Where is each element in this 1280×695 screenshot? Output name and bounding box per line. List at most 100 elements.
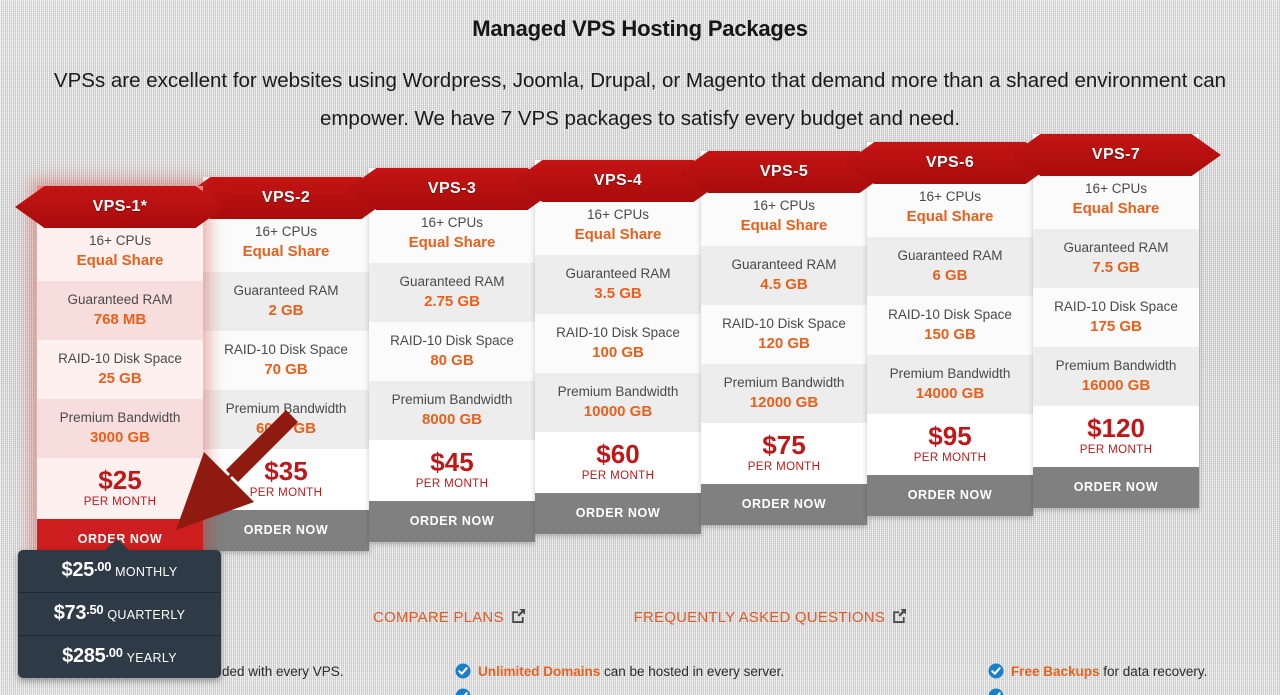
spec-disk: RAID-10 Disk Space 80 GB <box>369 322 535 381</box>
tooltip-price-amount: $73 <box>53 602 87 624</box>
spec-disk: RAID-10 Disk Space 150 GB <box>867 296 1033 355</box>
spec-cpu-value: Equal Share <box>76 252 164 269</box>
tooltip-price-row: $285.00 YEARLY <box>18 636 221 678</box>
pricing-card-body: VPS-7 16+ CPUs Equal Share Guaranteed RAM 7.… <box>1011 134 1221 508</box>
pricing-card-body: VPS-1* 16+ CPUs Equal Share Guaranteed RAM 7… <box>15 186 225 560</box>
plan-name-label: VPS-7 <box>1091 146 1141 163</box>
spec-disk-label: RAID-10 Disk Space <box>1054 299 1178 314</box>
spec-bandwidth: Premium Bandwidth 12000 GB <box>701 364 867 423</box>
feature-highlight-text: Free Backups <box>1011 664 1100 679</box>
spec-cpu: 16+ CPUs Equal Share <box>867 178 1033 237</box>
tooltip-billing-term: MONTHLY <box>115 565 178 579</box>
check-circle-icon <box>455 663 471 679</box>
spec-ram-value: 4.5 GB <box>760 276 808 293</box>
spec-ram-label: Guaranteed RAM <box>1063 240 1169 255</box>
plan-name-label: VPS-6 <box>925 154 975 171</box>
spec-ram-label: Guaranteed RAM <box>565 266 671 281</box>
spec-bandwidth-value: 16000 GB <box>1081 377 1151 394</box>
order-now-button[interactable]: ORDER NOW <box>535 493 701 534</box>
feature-highlight-text: Unlimited Domains <box>478 664 601 679</box>
spec-cpu-label: 16+ CPUs <box>1085 181 1147 196</box>
order-now-button[interactable]: ORDER NOW <box>203 510 369 551</box>
spec-disk-label: RAID-10 Disk Space <box>888 307 1012 322</box>
spec-bandwidth-value: 8000 GB <box>421 411 483 428</box>
spec-disk: RAID-10 Disk Space 70 GB <box>203 331 369 390</box>
spec-cpu: 16+ CPUs Equal Share <box>535 196 701 255</box>
plan-name-label: VPS-5 <box>759 163 809 180</box>
feature-text: ded with every VPS. <box>222 664 344 679</box>
spec-cpu-value: Equal Share <box>574 226 662 243</box>
spec-bandwidth: Premium Bandwidth 10000 GB <box>535 373 701 432</box>
tooltip-price-row: $73.50 QUARTERLY <box>18 593 221 636</box>
check-circle-icon <box>455 688 471 695</box>
spec-bandwidth-label: Premium Bandwidth <box>723 375 845 390</box>
spec-bandwidth-value: 6000 GB <box>255 420 317 437</box>
pricing-card-body: VPS-5 16+ CPUs Equal Share Guaranteed RAM 4.… <box>679 151 889 525</box>
spec-bandwidth-label: Premium Bandwidth <box>557 384 679 399</box>
spec-bandwidth-label: Premium Bandwidth <box>1055 358 1177 373</box>
spec-disk: RAID-10 Disk Space 120 GB <box>701 305 867 364</box>
spec-ram-label: Guaranteed RAM <box>233 283 339 298</box>
tooltip-price-cents: .00 <box>94 559 112 574</box>
price-block: $45 PER MONTH <box>369 440 535 501</box>
spec-bandwidth: Premium Bandwidth 3000 GB <box>37 399 203 458</box>
tooltip-price-cents: .50 <box>86 602 104 617</box>
spec-cpu: 16+ CPUs Equal Share <box>203 213 369 272</box>
price-period-label: PER MONTH <box>83 496 157 508</box>
order-now-button[interactable]: ORDER NOW <box>701 484 867 525</box>
spec-ram: Guaranteed RAM 2 GB <box>203 272 369 331</box>
spec-bandwidth-label: Premium Bandwidth <box>889 366 1011 381</box>
order-now-button[interactable]: ORDER NOW <box>1033 467 1199 508</box>
spec-bandwidth-value: 10000 GB <box>583 403 653 420</box>
pricing-card: VPS-1* 16+ CPUs Equal Share Guaranteed RAM 7… <box>15 186 225 560</box>
plan-name-label: VPS-3 <box>427 180 477 197</box>
spec-bandwidth-value: 3000 GB <box>89 429 151 446</box>
price-amount: $120 <box>1087 413 1145 443</box>
pricing-card: VPS-7 16+ CPUs Equal Share Guaranteed RAM 7.… <box>1011 134 1221 508</box>
price-block: $60 PER MONTH <box>535 432 701 493</box>
price-amount: $60 <box>596 439 640 469</box>
external-link-label: FREQUENTLY ASKED QUESTIONS <box>633 609 886 626</box>
spec-cpu-label: 16+ CPUs <box>753 198 815 213</box>
spec-bandwidth-value: 12000 GB <box>749 394 819 411</box>
plan-name-ribbon: VPS-1* <box>15 186 225 228</box>
price-period-label: PER MONTH <box>249 487 323 499</box>
plan-name-ribbon: VPS-7 <box>1011 134 1221 176</box>
spec-ram: Guaranteed RAM 3.5 GB <box>535 255 701 314</box>
spec-ram-value: 2 GB <box>268 302 304 319</box>
spec-disk: RAID-10 Disk Space 25 GB <box>37 340 203 399</box>
external-link[interactable]: COMPARE PLANS <box>373 608 526 626</box>
spec-ram-label: Guaranteed RAM <box>897 248 1003 263</box>
spec-disk-label: RAID-10 Disk Space <box>722 316 846 331</box>
spec-bandwidth: Premium Bandwidth 16000 GB <box>1033 347 1199 406</box>
price-terms-tooltip: $25.00 MONTHLY $73.50 QUARTERLY $285.00 YEARL… <box>18 539 221 678</box>
feature-text: for data recovery. <box>1099 664 1208 679</box>
spec-disk-label: RAID-10 Disk Space <box>58 351 182 366</box>
external-link-icon <box>893 609 907 623</box>
pricing-card: VPS-4 16+ CPUs Equal Share Guaranteed RAM 3.… <box>513 160 723 534</box>
spec-disk-label: RAID-10 Disk Space <box>224 342 348 357</box>
price-block: $120 PER MONTH <box>1033 406 1199 467</box>
spec-bandwidth: Premium Bandwidth 6000 GB <box>203 390 369 449</box>
spec-ram-label: Guaranteed RAM <box>67 292 173 307</box>
spec-ram: Guaranteed RAM 6 GB <box>867 237 1033 296</box>
plan-name-label: VPS-2 <box>261 189 311 206</box>
pricing-card: VPS-5 16+ CPUs Equal Share Guaranteed RAM 4.… <box>679 151 889 525</box>
spec-ram: Guaranteed RAM 4.5 GB <box>701 246 867 305</box>
spec-ram-value: 7.5 GB <box>1092 259 1140 276</box>
spec-cpu: 16+ CPUs Equal Share <box>369 204 535 263</box>
spec-cpu: 16+ CPUs Equal Share <box>1033 170 1199 229</box>
spec-ram-value: 768 MB <box>93 311 147 328</box>
page-intro-text: VPSs are excellent for websites using Wo… <box>53 69 1227 130</box>
feature-item: Free Backups for data recovery. <box>988 662 1207 682</box>
order-now-button[interactable]: ORDER NOW <box>867 475 1033 516</box>
external-link[interactable]: FREQUENTLY ASKED QUESTIONS <box>634 608 907 626</box>
order-now-button[interactable]: ORDER NOW <box>369 501 535 542</box>
tooltip-price-cents: .00 <box>105 645 123 660</box>
spec-ram-value: 6 GB <box>932 267 968 284</box>
spec-disk-value: 80 GB <box>430 352 474 369</box>
spec-ram-label: Guaranteed RAM <box>731 257 837 272</box>
spec-ram-label: Guaranteed RAM <box>399 274 505 289</box>
pricing-card: VPS-6 16+ CPUs Equal Share Guaranteed RAM 6 … <box>845 142 1055 516</box>
links-row: COMPARE PLANS FREQUENTLY ASKED QUESTIONS <box>0 608 1280 627</box>
